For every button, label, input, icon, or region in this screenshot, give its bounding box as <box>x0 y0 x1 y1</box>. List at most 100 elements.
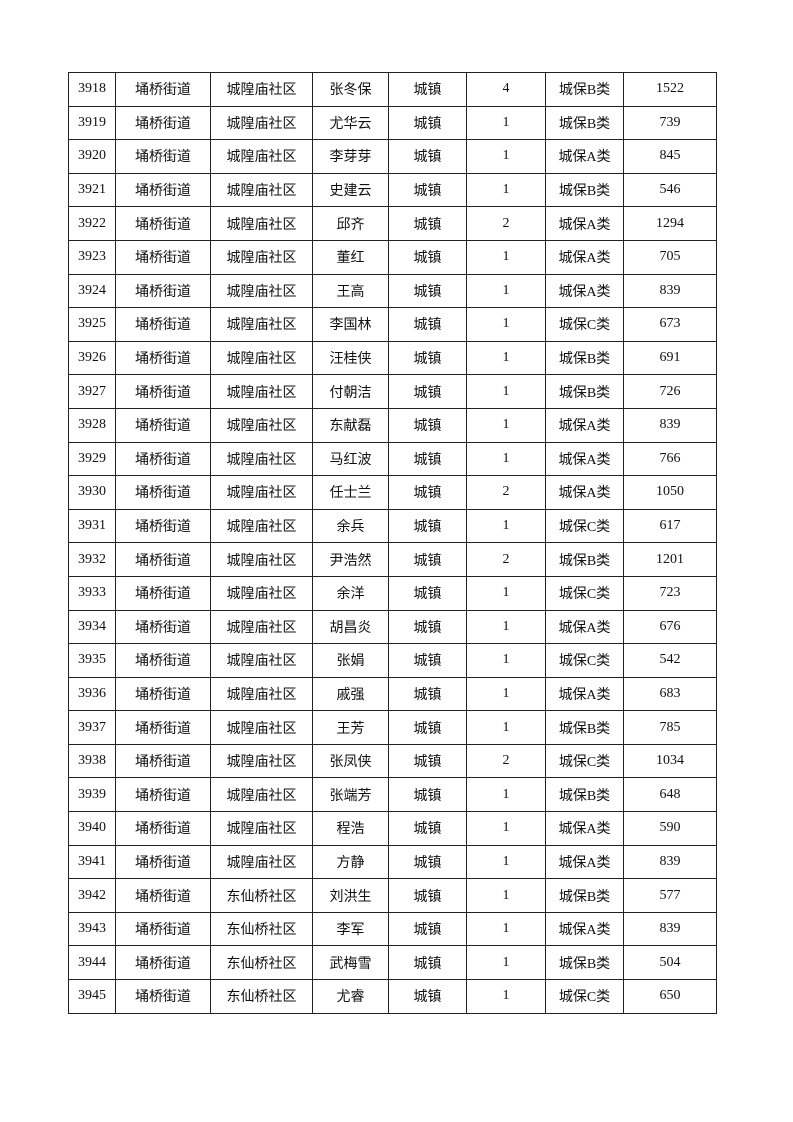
table-cell: 3936 <box>68 676 116 712</box>
table-cell: 马红波 <box>312 441 389 477</box>
table-row: 3918 埇桥街道 城隍庙社区 张冬保 城镇 4 城保B类 1522 <box>68 72 717 107</box>
table-cell: 城镇 <box>388 508 467 544</box>
table-cell: 3933 <box>68 575 116 611</box>
table-cell: 3919 <box>68 105 116 141</box>
table-cell: 城镇 <box>388 676 467 712</box>
table-cell: 3925 <box>68 307 116 342</box>
table-row: 3929 埇桥街道 城隍庙社区 马红波 城镇 1 城保A类 766 <box>68 441 717 477</box>
table-cell: 676 <box>623 609 717 645</box>
table-cell: 839 <box>623 273 717 309</box>
table-cell: 埇桥街道 <box>115 542 211 577</box>
table-cell: 3922 <box>68 206 116 241</box>
table-cell: 1 <box>466 172 546 208</box>
table-cell: 埇桥街道 <box>115 475 211 510</box>
table-row: 3934 埇桥街道 城隍庙社区 胡昌炎 城镇 1 城保A类 676 <box>68 609 717 645</box>
table-cell: 城隍庙社区 <box>210 643 313 678</box>
table-cell: 城镇 <box>388 72 467 107</box>
table-cell: 城隍庙社区 <box>210 542 313 577</box>
table-cell: 3920 <box>68 139 116 174</box>
table-cell: 1 <box>466 710 546 745</box>
table-cell: 2 <box>466 206 546 241</box>
table-cell: 3921 <box>68 172 116 208</box>
table-cell: 张冬保 <box>312 72 389 107</box>
table-cell: 城保B类 <box>545 878 624 913</box>
table-cell: 埇桥街道 <box>115 239 211 275</box>
table-cell: 王芳 <box>312 710 389 745</box>
table-cell: 城保B类 <box>545 105 624 141</box>
table-cell: 东仙桥社区 <box>210 979 313 1014</box>
table-row: 3944 埇桥街道 东仙桥社区 武梅雪 城镇 1 城保B类 504 <box>68 945 717 981</box>
table-cell: 埇桥街道 <box>115 407 211 443</box>
table-cell: 1 <box>466 407 546 443</box>
table-cell: 埇桥街道 <box>115 340 211 376</box>
table-cell: 城隍庙社区 <box>210 811 313 846</box>
table-cell: 城镇 <box>388 206 467 241</box>
table-cell: 城镇 <box>388 945 467 981</box>
table-cell: 埇桥街道 <box>115 441 211 477</box>
table-cell: 城隍庙社区 <box>210 844 313 880</box>
table-cell: 尹浩然 <box>312 542 389 577</box>
table-cell: 1 <box>466 441 546 477</box>
table-cell: 3934 <box>68 609 116 645</box>
table-cell: 城镇 <box>388 743 467 779</box>
table-row: 3927 埇桥街道 城隍庙社区 付朝洁 城镇 1 城保B类 726 <box>68 374 717 409</box>
table-cell: 城隍庙社区 <box>210 139 313 174</box>
table-cell: 城镇 <box>388 777 467 813</box>
table-row: 3926 埇桥街道 城隍庙社区 汪桂侠 城镇 1 城保B类 691 <box>68 340 717 376</box>
table-cell: 2 <box>466 743 546 779</box>
table-cell: 3930 <box>68 475 116 510</box>
table-cell: 1 <box>466 979 546 1014</box>
table-cell: 城镇 <box>388 542 467 577</box>
table-cell: 城隍庙社区 <box>210 475 313 510</box>
table-cell: 埇桥街道 <box>115 307 211 342</box>
table-row: 3936 埇桥街道 城隍庙社区 戚强 城镇 1 城保A类 683 <box>68 676 717 712</box>
table-cell: 2 <box>466 475 546 510</box>
table-cell: 648 <box>623 777 717 813</box>
table-cell: 城镇 <box>388 475 467 510</box>
table-cell: 城保A类 <box>545 475 624 510</box>
table-cell: 1 <box>466 374 546 409</box>
table-cell: 埇桥街道 <box>115 374 211 409</box>
table-cell: 城保C类 <box>545 508 624 544</box>
table-cell: 3924 <box>68 273 116 309</box>
table-cell: 城保B类 <box>545 542 624 577</box>
table-cell: 董红 <box>312 239 389 275</box>
table-cell: 埇桥街道 <box>115 777 211 813</box>
table-cell: 张端芳 <box>312 777 389 813</box>
table-cell: 城隍庙社区 <box>210 441 313 477</box>
table-row: 3923 埇桥街道 城隍庙社区 董红 城镇 1 城保A类 705 <box>68 239 717 275</box>
table-cell: 673 <box>623 307 717 342</box>
table-cell: 705 <box>623 239 717 275</box>
table-cell: 城保B类 <box>545 710 624 745</box>
table-cell: 1034 <box>623 743 717 779</box>
table-cell: 城隍庙社区 <box>210 72 313 107</box>
table-cell: 城保A类 <box>545 811 624 846</box>
table-cell: 城保B类 <box>545 72 624 107</box>
table-cell: 城保B类 <box>545 374 624 409</box>
table-cell: 尤华云 <box>312 105 389 141</box>
table-cell: 城保B类 <box>545 777 624 813</box>
table-cell: 1 <box>466 340 546 376</box>
table-cell: 城保C类 <box>545 643 624 678</box>
table-cell: 城镇 <box>388 340 467 376</box>
table-cell: 3938 <box>68 743 116 779</box>
table-cell: 1 <box>466 307 546 342</box>
table-row: 3935 埇桥街道 城隍庙社区 张娟 城镇 1 城保C类 542 <box>68 643 717 678</box>
table-row: 3933 埇桥街道 城隍庙社区 余洋 城镇 1 城保C类 723 <box>68 575 717 611</box>
table-cell: 城保A类 <box>545 676 624 712</box>
table-cell: 1 <box>466 105 546 141</box>
table-cell: 1294 <box>623 206 717 241</box>
table-cell: 城镇 <box>388 139 467 174</box>
table-cell: 590 <box>623 811 717 846</box>
table-cell: 胡昌炎 <box>312 609 389 645</box>
table-cell: 1 <box>466 878 546 913</box>
table-cell: 城镇 <box>388 911 467 947</box>
table-cell: 埇桥街道 <box>115 710 211 745</box>
table-cell: 3945 <box>68 979 116 1014</box>
table-cell: 城隍庙社区 <box>210 374 313 409</box>
table-cell: 城镇 <box>388 575 467 611</box>
table-row: 3921 埇桥街道 城隍庙社区 史建云 城镇 1 城保B类 546 <box>68 172 717 208</box>
table-cell: 3926 <box>68 340 116 376</box>
table-cell: 城保A类 <box>545 441 624 477</box>
table-cell: 1050 <box>623 475 717 510</box>
